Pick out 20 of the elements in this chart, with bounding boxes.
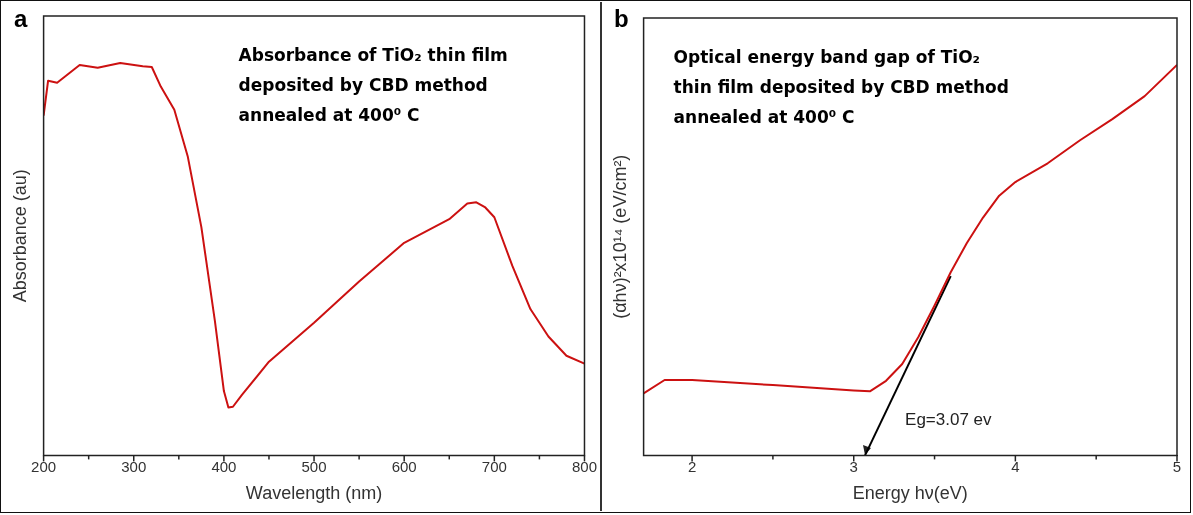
text: a (14, 4, 28, 32)
annotation: Absorbance of TiO₂ thin film deposited by CBD method annealed at 400⁰ C (238, 44, 508, 125)
x-tick-label: 3 (849, 457, 858, 475)
x-tick-label: 800 (571, 457, 597, 475)
x-axis-title: Energy hν(eV) (852, 483, 968, 504)
x-tick-label: 2 (687, 457, 697, 475)
x-tick-label: 300 (121, 457, 147, 475)
x-tick-label: 400 (211, 457, 237, 475)
annotation: Optical energy band gap of TiO₂ thin film deposited by CBD method annealed at 400⁰ C (673, 46, 1009, 127)
x-tick-label: 200 (31, 457, 57, 475)
text: b (614, 4, 629, 32)
x-tick-label: 600 (391, 457, 417, 475)
x-tick-label: 5 (1172, 457, 1182, 475)
x-axis-title: Wavelength (nm) (245, 483, 383, 504)
x-tick-label: 4 (1011, 457, 1020, 475)
annotation: Eg=3.07 ev (905, 410, 993, 430)
x-tick-label: 500 (301, 457, 327, 475)
y-axis-title: (αhν)²x10¹⁴ (eV/cm²) (609, 154, 630, 319)
x-tick-label: 700 (481, 457, 507, 475)
y-axis-title: Absorbance (au) (9, 169, 30, 303)
